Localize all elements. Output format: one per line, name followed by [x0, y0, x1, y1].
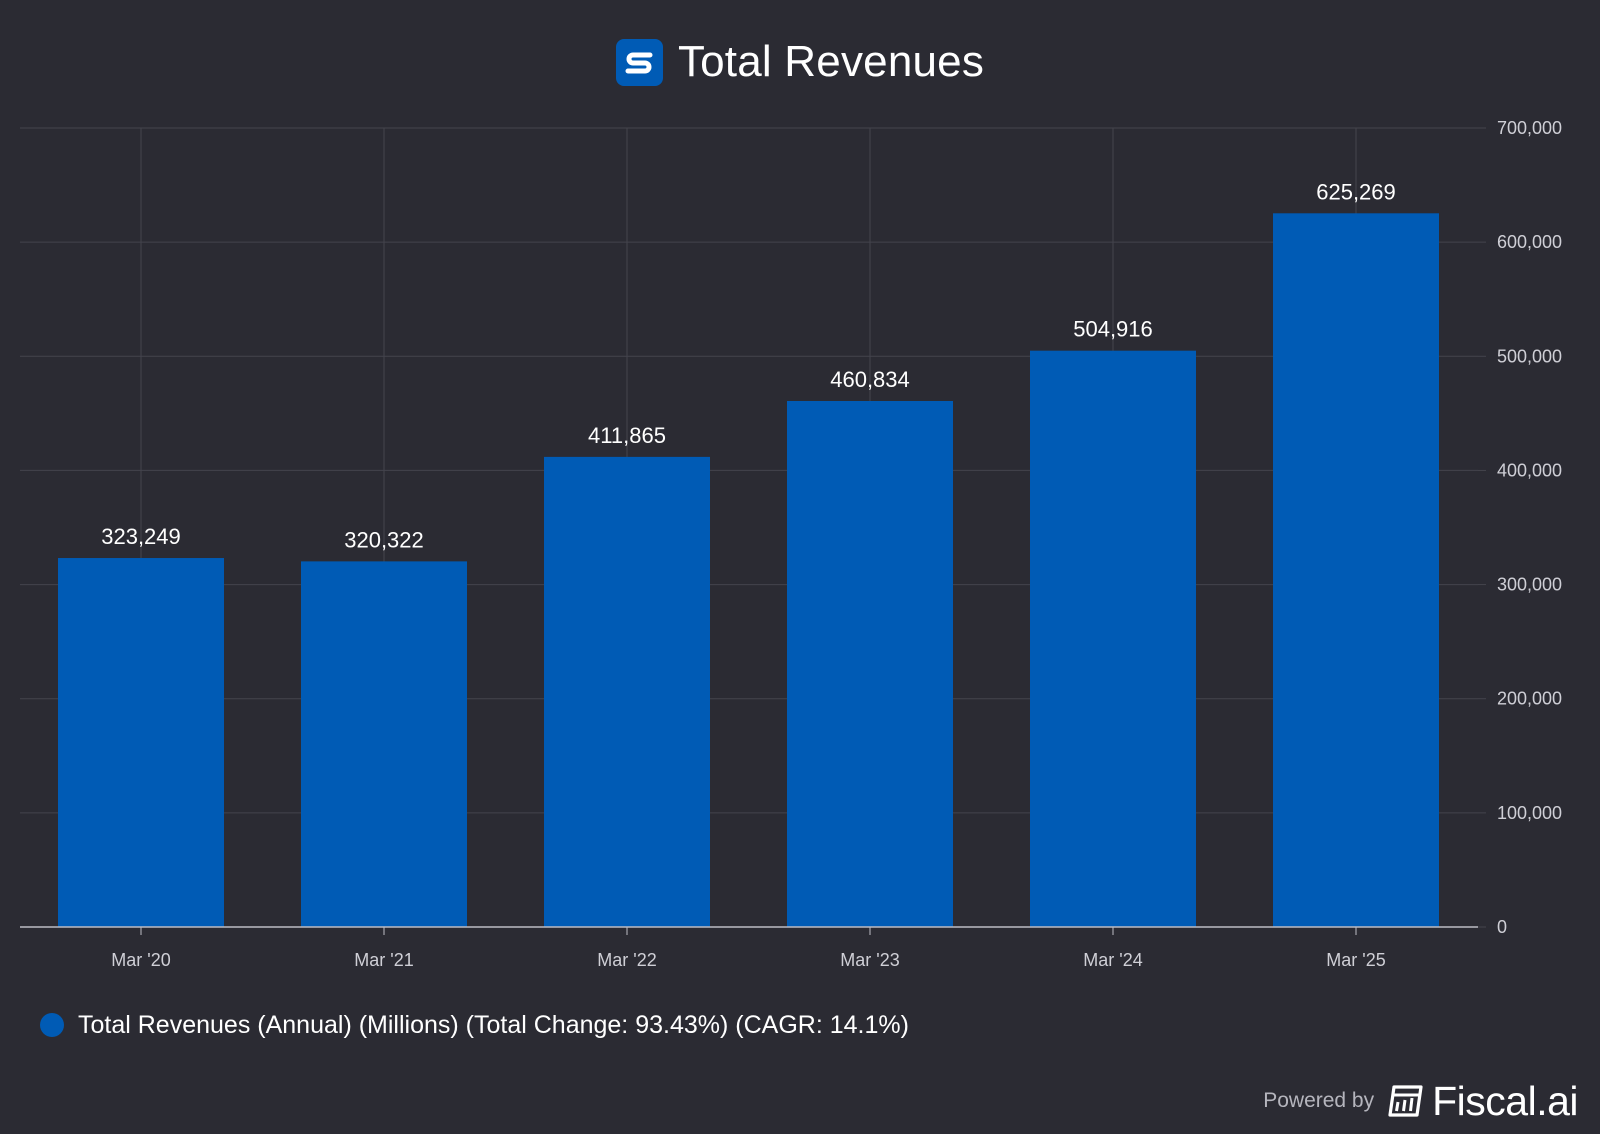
y-tick-label: 100,000 — [1497, 803, 1562, 823]
x-tick-label: Mar '21 — [354, 950, 413, 970]
bar — [1030, 350, 1196, 927]
fiscal-logo-icon — [1386, 1084, 1424, 1118]
x-tick-label: Mar '25 — [1326, 950, 1385, 970]
bar — [544, 456, 710, 927]
legend-marker — [40, 1013, 64, 1037]
x-tick-label: Mar '20 — [111, 950, 170, 970]
y-tick-label: 200,000 — [1497, 689, 1562, 709]
legend-label: Total Revenues (Annual) (Millions) (Tota… — [78, 1010, 909, 1039]
bar — [1273, 213, 1439, 927]
x-tick-label: Mar '24 — [1083, 950, 1142, 970]
s-logo-icon — [615, 38, 663, 86]
chart-title: Total Revenues — [677, 37, 985, 86]
x-tick-label: Mar '23 — [840, 950, 899, 970]
legend[interactable]: Total Revenues (Annual) (Millions) (Tota… — [40, 1010, 909, 1040]
bar — [787, 400, 953, 927]
y-tick-label: 600,000 — [1497, 232, 1562, 252]
data-label: 320,322 — [344, 527, 424, 552]
y-tick-label: 700,000 — [1497, 118, 1562, 138]
footer-attribution[interactable]: Powered by Fiscal.ai — [1263, 1078, 1578, 1124]
data-label: 460,834 — [830, 367, 910, 392]
y-tick-label: 400,000 — [1497, 460, 1562, 480]
chart-header: Total Revenues — [0, 34, 1600, 90]
data-label: 323,249 — [101, 524, 181, 549]
data-label: 504,916 — [1073, 317, 1153, 342]
data-label: 411,865 — [588, 423, 666, 448]
data-label: 625,269 — [1316, 179, 1396, 204]
bar — [58, 558, 224, 927]
powered-by-text: Powered by — [1263, 1089, 1375, 1112]
fiscal-brand-text: Fiscal.ai — [1432, 1077, 1578, 1124]
y-tick-label: 500,000 — [1497, 346, 1562, 366]
x-tick-label: Mar '22 — [597, 950, 656, 970]
y-tick-label: 0 — [1497, 917, 1507, 937]
bar — [301, 561, 467, 927]
y-tick-label: 300,000 — [1497, 575, 1562, 595]
